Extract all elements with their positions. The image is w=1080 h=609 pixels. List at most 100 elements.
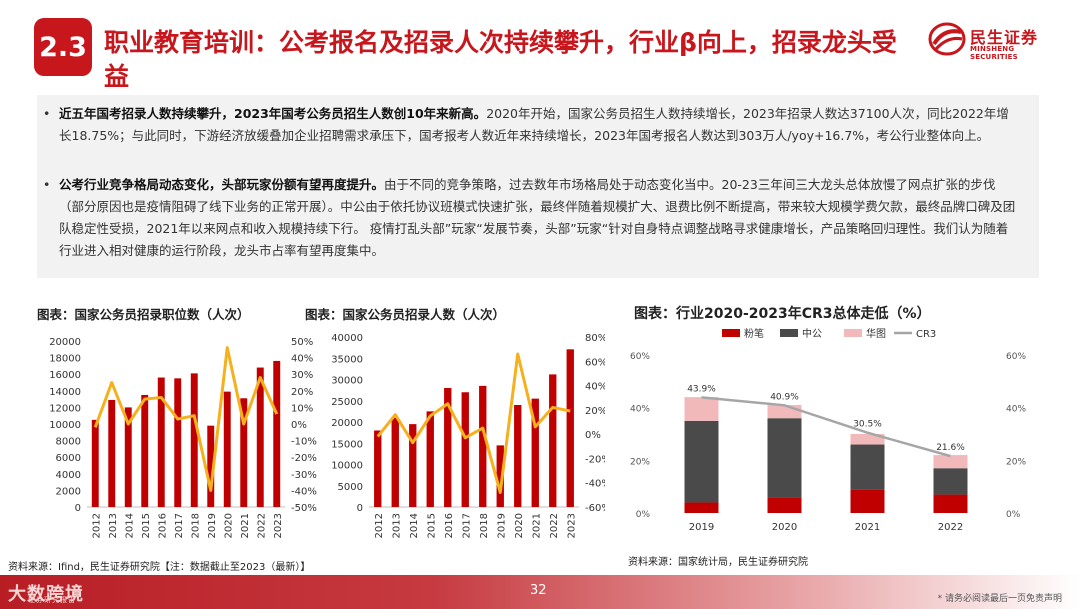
bar [514, 405, 522, 507]
minsheng-logo-icon [928, 22, 966, 56]
y2-axis-tick-label: 0% [585, 430, 601, 441]
y2-axis-tick-label: 80% [585, 333, 605, 344]
stacked-bar-segment [850, 489, 885, 513]
x-axis-tick-label: 2021 [855, 522, 880, 533]
x-axis-tick-label: 2013 [391, 513, 402, 538]
y2-axis-tick-label: -50% [291, 503, 317, 514]
bar [174, 378, 182, 507]
bar [157, 377, 165, 507]
chart-title: 图表：国家公务员招录职位数（人次） [37, 307, 250, 322]
bar [566, 349, 574, 507]
y2-axis-tick-label: 40% [1006, 405, 1026, 415]
x-axis-tick-label: 2018 [190, 513, 201, 538]
y-axis-tick-label: 20% [630, 457, 650, 467]
x-axis-tick-label: 2021 [240, 513, 251, 538]
source-note: 资料来源：国家统计局，民生证券研究院 [628, 557, 808, 568]
y-axis-tick-label: 30000 [331, 376, 363, 387]
bullet-heading: 公考行业竞争格局动态变化，头部玩家份额有望再度提升。 [59, 177, 385, 192]
logo-chinese-name: 民生证券 [970, 28, 1039, 47]
y2-axis-tick-label: 20% [1006, 457, 1026, 467]
y-axis-tick-label: 0 [75, 503, 81, 514]
bar [391, 417, 399, 507]
y2-axis-tick-label: 60% [1006, 352, 1026, 362]
stacked-bar-segment [684, 397, 719, 421]
x-axis-tick-label: 2014 [124, 513, 135, 538]
x-axis-tick-label: 2019 [496, 513, 507, 538]
y2-axis-tick-label: 20% [585, 406, 605, 417]
bar [141, 394, 149, 507]
stacked-bar-segment [933, 494, 968, 513]
x-axis-tick-label: 2015 [426, 513, 437, 538]
bullet-body: 2020年开始，国家公务员招生人数持续增长，2023年招录人数达37100人次，… [59, 106, 1009, 143]
bar [444, 388, 452, 507]
x-axis-tick-label: 2022 [256, 513, 267, 538]
bar [549, 374, 557, 507]
x-axis-tick-label: 2022 [938, 522, 963, 533]
y-axis-tick-label: 0% [636, 510, 651, 520]
y2-axis-tick-label: 50% [291, 337, 313, 348]
logo-english-name: MINSHENG SECURITIES [970, 45, 1018, 61]
bullet-dot: • [43, 106, 51, 121]
x-axis-tick-label: 2020 [772, 522, 797, 533]
y-axis-tick-label: 35000 [331, 354, 363, 365]
stacked-bar-segment [767, 497, 802, 513]
x-axis-tick-label: 2020 [223, 513, 234, 538]
stacked-bar-segment [850, 444, 885, 490]
x-axis-tick-label: 2017 [461, 513, 472, 538]
stacked-bar-segment [684, 502, 719, 513]
footer-logo-subtext: 证券研究报告 [28, 596, 76, 604]
x-axis-tick-label: 2018 [479, 513, 490, 538]
y-axis-tick-label: 4000 [56, 470, 81, 481]
x-axis-tick-label: 2019 [207, 513, 218, 538]
x-axis-tick-label: 2022 [549, 513, 560, 538]
growth-line [93, 346, 279, 492]
x-axis-tick-label: 2023 [273, 513, 284, 538]
stacked-bar-segment [933, 468, 968, 495]
summary-box: • 近五年国考招录人数持续攀升，2023年国考公务员招生人数创10年来新高。20… [37, 95, 1039, 278]
y2-axis-tick-label: -30% [291, 470, 317, 481]
x-axis-tick-label: 2015 [141, 513, 152, 538]
bar [426, 411, 434, 507]
legend-label: 粉笔 [744, 327, 764, 340]
minsheng-logo: 民生证券 MINSHENG SECURITIES [928, 20, 1058, 61]
y-axis-tick-label: 20000 [331, 418, 363, 429]
data-label: 30.5% [853, 420, 882, 430]
y2-axis-tick-label: -20% [585, 454, 605, 465]
bar [461, 392, 469, 507]
stacked-bar-segment [767, 418, 802, 498]
recruitment-positions-chart: 0 2000 4000 6000 8000 10000 12000 14000 16000 180… [49, 337, 317, 538]
y-axis-tick-label: 60% [630, 352, 650, 362]
y-axis-tick-label: 15000 [331, 439, 363, 450]
y-axis-tick-label: 5000 [338, 482, 363, 493]
data-label: 43.9% [687, 384, 716, 394]
x-axis-tick-label: 2017 [174, 513, 185, 538]
chart-title: 图表：行业2020-2023年CR3总体走低（%） [634, 306, 931, 322]
y-axis-tick-label: 8000 [56, 437, 81, 448]
y-axis-tick-label: 6000 [56, 453, 81, 464]
page-number: 32 [530, 583, 547, 598]
bar [190, 373, 198, 507]
bar [409, 424, 417, 507]
y-axis-tick-label: 10000 [49, 420, 81, 431]
x-axis-tick-label: 2014 [409, 513, 420, 538]
y-axis-tick-label: 2000 [56, 486, 81, 497]
stacked-bar-segment [850, 434, 885, 445]
footer-bar [0, 575, 1080, 609]
footer-logo-text: 大数跨境 [8, 584, 84, 605]
bar [91, 419, 99, 507]
x-axis-tick-label: 2016 [157, 513, 168, 538]
y2-axis-tick-label: 0% [291, 420, 307, 431]
bar [240, 398, 248, 507]
bar [479, 385, 487, 507]
legend-swatch [844, 329, 862, 337]
bar [496, 445, 504, 507]
y2-axis-tick-label: 60% [585, 357, 605, 368]
y2-axis-tick-label: 0% [1006, 510, 1021, 520]
bullet-body: 由于不同的竞争策略，过去数年市场格局处于动态变化当中。20-23三年间三大龙头总… [59, 177, 1016, 258]
data-label: 40.9% [770, 392, 799, 402]
y2-axis-tick-label: 10% [291, 403, 313, 414]
x-axis-tick-label: 2012 [91, 513, 102, 538]
y-axis-tick-label: 12000 [49, 403, 81, 414]
bullet-dot: • [43, 177, 51, 192]
